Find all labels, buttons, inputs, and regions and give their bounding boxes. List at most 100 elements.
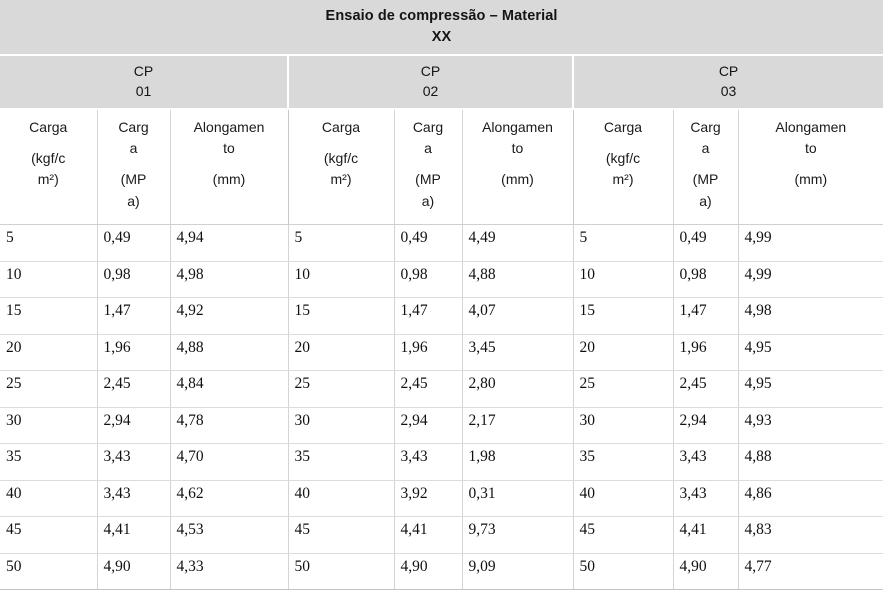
table-cell: 4,95 bbox=[738, 334, 883, 372]
table-cell: 4,53 bbox=[170, 516, 289, 554]
table-body: 5 0,49 4,94 5 0,49 4,49 5 0,49 4,99 10 0,98 4,98 10 0… bbox=[0, 224, 883, 591]
table-cell: 3,92 bbox=[394, 480, 463, 518]
group-label-cp-02-line-2: 02 bbox=[422, 83, 439, 100]
column-header-row: Carga (kgf/c m²) Carg a (MP a) Alongamen… bbox=[0, 108, 883, 226]
column-header-cp01-carga-mpa: Carg a (MP a) bbox=[97, 108, 171, 226]
table-row: 5 0,49 4,94 5 0,49 4,49 5 0,49 4,99 bbox=[0, 224, 883, 262]
table-cell: 4,92 bbox=[170, 297, 289, 335]
col-head-line: m²) bbox=[330, 171, 352, 188]
table-cell: 4,88 bbox=[462, 261, 574, 299]
table-cell: 1,96 bbox=[394, 334, 463, 372]
table-cell: 0,98 bbox=[97, 261, 171, 299]
table-cell: 35 bbox=[0, 443, 98, 481]
table-cell: 20 bbox=[573, 334, 674, 372]
column-header-cp02-alongamento: Alongamen to (mm) bbox=[462, 108, 574, 226]
col-head-line: Carg bbox=[690, 118, 721, 135]
table-cell: 20 bbox=[0, 334, 98, 372]
table-cell: 15 bbox=[288, 297, 395, 335]
col-head-line: (MP bbox=[415, 171, 441, 188]
table-cell: 35 bbox=[573, 443, 674, 481]
table-cell: 3,43 bbox=[97, 443, 171, 481]
table-cell: 0,49 bbox=[97, 224, 171, 262]
specimen-group-row: CP 01 CP 02 CP 03 bbox=[0, 55, 883, 110]
table-cell: 4,83 bbox=[738, 516, 883, 554]
table-row: 20 1,96 4,88 20 1,96 3,45 20 1,96 4,95 bbox=[0, 334, 883, 372]
table-cell: 0,31 bbox=[462, 480, 574, 518]
table-row: 40 3,43 4,62 40 3,92 0,31 40 3,43 4,86 bbox=[0, 480, 883, 518]
table-title-line-2: XX bbox=[431, 28, 452, 45]
table-header: Ensaio de compressão – Material XX CP 01… bbox=[0, 0, 883, 226]
col-head-line: (kgf/c bbox=[605, 150, 641, 167]
col-head-line: a bbox=[129, 140, 138, 157]
table-cell: 9,73 bbox=[462, 516, 574, 554]
table-cell: 50 bbox=[573, 553, 674, 591]
table-cell: 15 bbox=[0, 297, 98, 335]
table-cell: 4,93 bbox=[738, 407, 883, 445]
table-cell: 25 bbox=[288, 370, 395, 408]
col-head-line: (mm) bbox=[212, 171, 246, 188]
table-cell: 5 bbox=[573, 224, 674, 262]
table-cell: 35 bbox=[288, 443, 395, 481]
table-cell: 0,98 bbox=[673, 261, 739, 299]
table-cell: 3,43 bbox=[673, 480, 739, 518]
table-cell: 4,77 bbox=[738, 553, 883, 591]
table-cell: 9,09 bbox=[462, 553, 574, 591]
table-cell: 2,45 bbox=[673, 370, 739, 408]
table-cell: 4,98 bbox=[170, 261, 289, 299]
column-header-cp02-carga-kgf: Carga (kgf/c m²) bbox=[288, 108, 395, 226]
table-cell: 2,94 bbox=[97, 407, 171, 445]
col-head-line: a) bbox=[699, 192, 712, 209]
col-head-line: (kgf/c bbox=[31, 150, 66, 167]
table-cell: 30 bbox=[0, 407, 98, 445]
table-cell: 4,98 bbox=[738, 297, 883, 335]
table-cell: 4,99 bbox=[738, 261, 883, 299]
col-head-line: Alongamen bbox=[482, 118, 553, 135]
table-cell: 0,49 bbox=[394, 224, 463, 262]
table-cell: 2,80 bbox=[462, 370, 574, 408]
table-cell: 2,17 bbox=[462, 407, 574, 445]
col-head-line: Carg bbox=[118, 118, 149, 135]
table-cell: 4,07 bbox=[462, 297, 574, 335]
col-head-line: to bbox=[223, 140, 235, 157]
col-head-line: to bbox=[804, 140, 817, 157]
table-cell: 30 bbox=[573, 407, 674, 445]
column-header-cp03-alongamento: Alongamen to (mm) bbox=[738, 108, 883, 226]
table-cell: 3,43 bbox=[394, 443, 463, 481]
table-cell: 50 bbox=[0, 553, 98, 591]
table-cell: 4,41 bbox=[97, 516, 171, 554]
table-cell: 4,95 bbox=[738, 370, 883, 408]
table-cell: 4,88 bbox=[170, 334, 289, 372]
col-head-line: to bbox=[511, 140, 524, 157]
table-cell: 1,47 bbox=[394, 297, 463, 335]
table-cell: 2,94 bbox=[394, 407, 463, 445]
col-head-line: (MP bbox=[692, 171, 719, 188]
group-header-cp-01: CP 01 bbox=[0, 55, 289, 110]
table-cell: 50 bbox=[288, 553, 395, 591]
table-cell: 4,84 bbox=[170, 370, 289, 408]
table-cell: 30 bbox=[288, 407, 395, 445]
table-cell: 4,86 bbox=[738, 480, 883, 518]
table-cell: 1,47 bbox=[673, 297, 739, 335]
group-label-cp-01-line-2: 01 bbox=[135, 83, 152, 100]
table-cell: 2,45 bbox=[394, 370, 463, 408]
table-cell: 3,43 bbox=[97, 480, 171, 518]
table-cell: 1,96 bbox=[97, 334, 171, 372]
table-cell: 2,94 bbox=[673, 407, 739, 445]
table-row: 15 1,47 4,92 15 1,47 4,07 15 1,47 4,98 bbox=[0, 297, 883, 335]
col-head-line: a bbox=[701, 140, 710, 157]
table-cell: 4,90 bbox=[394, 553, 463, 591]
table-cell: 45 bbox=[0, 516, 98, 554]
col-head-line: Alongamen bbox=[775, 118, 847, 135]
table-cell: 1,96 bbox=[673, 334, 739, 372]
table-cell: 4,41 bbox=[673, 516, 739, 554]
group-label-cp-02-line-1: CP bbox=[420, 63, 441, 80]
table-cell: 5 bbox=[0, 224, 98, 262]
table-cell: 25 bbox=[573, 370, 674, 408]
group-header-cp-02: CP 02 bbox=[288, 55, 574, 110]
table-cell: 4,94 bbox=[170, 224, 289, 262]
table-cell: 4,99 bbox=[738, 224, 883, 262]
table-cell: 5 bbox=[288, 224, 395, 262]
col-head-line: (MP bbox=[120, 171, 147, 188]
